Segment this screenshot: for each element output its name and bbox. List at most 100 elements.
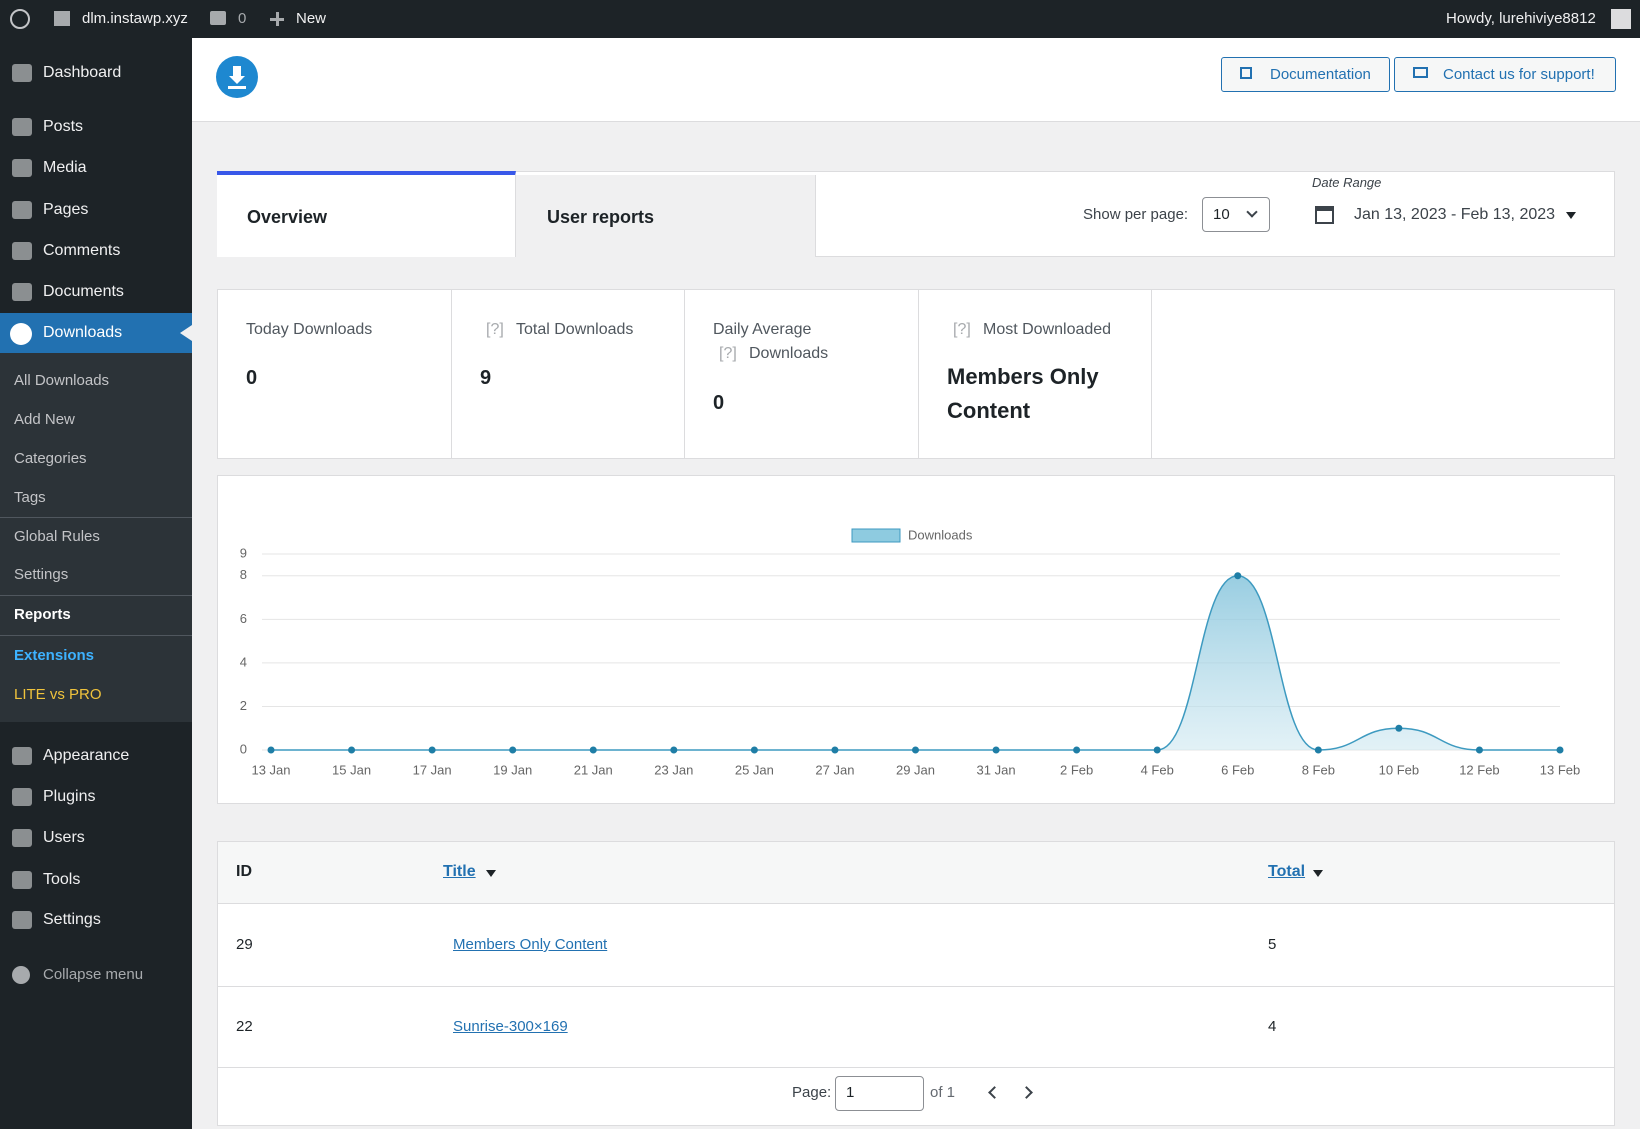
menu-item-active[interactable]: Downloads — [43, 324, 123, 341]
data-point — [1556, 746, 1564, 754]
stats-box — [217, 289, 1615, 459]
table-header-bg — [218, 842, 1614, 904]
menu-item[interactable]: Appearance — [43, 747, 130, 764]
page-label: Page: — [792, 1084, 832, 1101]
cell-title[interactable]: Members Only Content — [453, 936, 608, 953]
logo-arrow — [229, 76, 245, 84]
comment-count[interactable]: 0 — [238, 10, 247, 27]
submenu-extensions[interactable]: Extensions — [14, 647, 95, 664]
table-header-link[interactable]: Title — [443, 863, 476, 880]
x-tick-label: 13 Jan — [251, 762, 290, 777]
tab[interactable] — [516, 175, 816, 257]
header-button[interactable] — [1394, 57, 1616, 92]
menu-item[interactable]: Documents — [43, 283, 124, 300]
stat-help[interactable]: [?] — [953, 321, 971, 338]
stat-label: Most Downloaded — [983, 321, 1112, 338]
x-tick-label: 12 Feb — [1459, 762, 1499, 777]
menu-item[interactable]: Media — [43, 159, 87, 176]
data-point — [1475, 746, 1483, 754]
data-point — [992, 746, 1000, 754]
per-page-value[interactable]: 10 — [1213, 206, 1230, 223]
stat-label: Total Downloads — [516, 321, 634, 338]
page-of: of 1 — [930, 1084, 956, 1101]
menu-icon — [12, 747, 32, 765]
x-tick-label: 10 Feb — [1379, 762, 1419, 777]
submenu-lite-pro[interactable]: LITE vs PRO — [14, 686, 102, 703]
menu-icon — [12, 829, 32, 847]
submenu-separator — [0, 635, 192, 636]
menu-item[interactable]: Pages — [43, 201, 89, 218]
site-name[interactable]: dlm.instawp.xyz — [82, 10, 188, 27]
submenu-item[interactable]: Global Rules — [14, 528, 100, 545]
x-tick-label: 2 Feb — [1060, 762, 1093, 777]
new-link[interactable]: New — [296, 10, 327, 27]
per-page-select[interactable] — [1202, 197, 1270, 232]
menu-icon — [12, 283, 32, 301]
menu-item[interactable]: Settings — [43, 911, 101, 928]
greeting[interactable]: Howdy, lurehiviye8812 — [1446, 10, 1596, 27]
x-tick-label: 29 Jan — [896, 762, 935, 777]
menu-item[interactable]: Plugins — [43, 788, 96, 805]
menu-item[interactable]: Dashboard — [43, 64, 122, 81]
stat-label: Downloads — [749, 345, 829, 362]
menu-item[interactable]: Posts — [43, 118, 84, 135]
stat-label: Today Downloads — [246, 321, 373, 338]
collapse-menu[interactable]: Collapse menu — [43, 966, 144, 983]
x-tick-label: 17 Jan — [413, 762, 452, 777]
cell-id: 29 — [236, 936, 253, 953]
submenu-separator — [0, 517, 192, 518]
menu-item[interactable]: Comments — [43, 242, 121, 259]
data-point — [1153, 746, 1161, 754]
avatar — [1611, 9, 1631, 29]
x-tick-label: 15 Jan — [332, 762, 371, 777]
x-tick-label: 21 Jan — [574, 762, 613, 777]
page-value[interactable]: 1 — [846, 1084, 855, 1101]
tab-active[interactable] — [217, 171, 516, 257]
menu-item[interactable]: Tools — [43, 871, 81, 888]
x-tick-label: 31 Jan — [977, 762, 1016, 777]
page-input[interactable] — [835, 1076, 924, 1111]
menu-icon — [12, 201, 32, 219]
area — [271, 575, 1560, 750]
menu-icon — [12, 911, 32, 929]
date-range[interactable]: Jan 13, 2023 - Feb 13, 2023 — [1354, 206, 1556, 223]
menu-item[interactable]: Users — [43, 829, 85, 846]
submenu-item[interactable]: Tags — [14, 489, 46, 506]
submenu-bg — [0, 353, 192, 722]
data-point — [1314, 746, 1322, 754]
button-icon — [1240, 67, 1252, 79]
active-menu-bg — [0, 313, 192, 353]
button-label[interactable]: Documentation — [1270, 66, 1371, 83]
plus-icon — [275, 12, 279, 26]
tab-label[interactable]: Overview — [247, 207, 328, 227]
menu-icon — [10, 323, 32, 345]
data-point — [1234, 572, 1242, 580]
submenu-item[interactable]: All Downloads — [14, 372, 110, 389]
stat-help[interactable]: [?] — [486, 321, 504, 338]
sort-arrow — [486, 870, 496, 877]
table-header-link[interactable]: Total — [1268, 863, 1306, 880]
collapse-icon — [12, 966, 30, 984]
header-button[interactable] — [1221, 57, 1390, 92]
cell-title[interactable]: Sunrise-300×169 — [453, 1018, 568, 1035]
tab-label[interactable]: User reports — [547, 207, 655, 227]
calendar-icon — [1315, 206, 1334, 224]
submenu-item[interactable]: Settings — [14, 566, 69, 583]
stat-help[interactable]: [?] — [719, 345, 737, 362]
data-point — [509, 746, 517, 754]
submenu-item[interactable]: Add New — [14, 411, 75, 428]
sort-arrow — [1313, 870, 1323, 877]
x-tick-label: 8 Feb — [1302, 762, 1335, 777]
data-point — [1395, 724, 1403, 732]
submenu-current[interactable]: Reports — [14, 606, 71, 623]
y-tick-label: 6 — [240, 611, 247, 626]
submenu-separator — [0, 595, 192, 596]
button-label[interactable]: Contact us for support! — [1443, 66, 1595, 83]
x-tick-label: 19 Jan — [493, 762, 532, 777]
data-point — [1073, 746, 1081, 754]
submenu-item[interactable]: Categories — [14, 450, 87, 467]
y-tick-label: 8 — [240, 567, 247, 582]
stats-divider — [684, 290, 685, 458]
menu-icon — [12, 159, 32, 177]
data-point — [750, 746, 758, 754]
